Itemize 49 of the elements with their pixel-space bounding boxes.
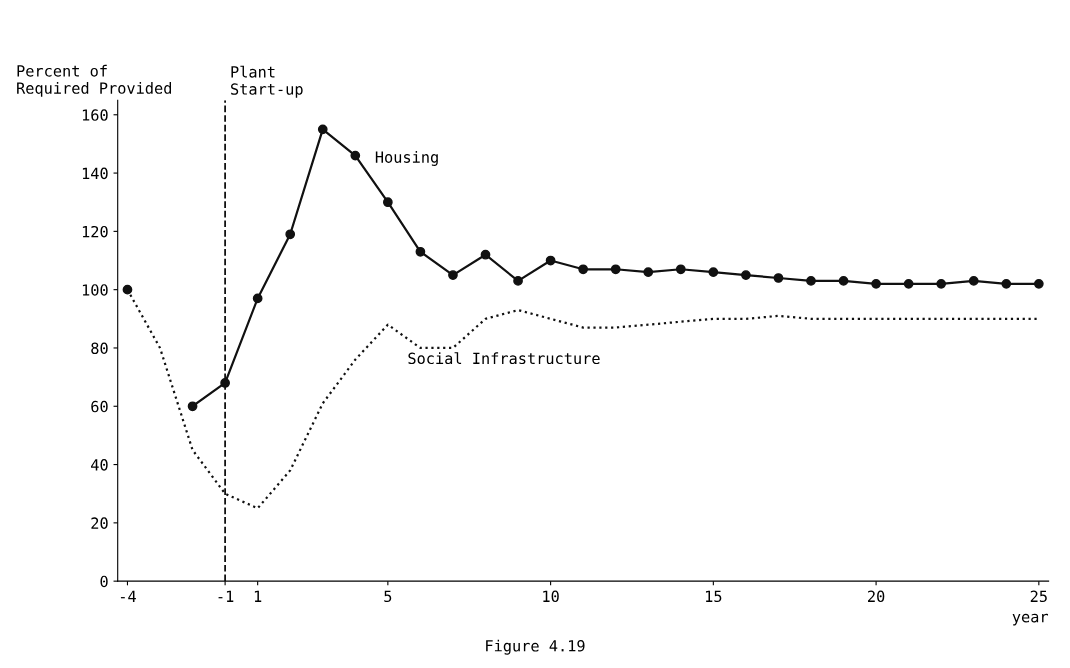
y-tick-label: 60 bbox=[91, 400, 108, 413]
point bbox=[513, 276, 523, 286]
point bbox=[415, 246, 426, 257]
point bbox=[871, 278, 881, 289]
point bbox=[252, 293, 263, 304]
point bbox=[773, 273, 784, 283]
point bbox=[610, 264, 621, 275]
x-tick-label: 1 bbox=[254, 590, 262, 602]
caption: Figure 4.19 bbox=[486, 639, 585, 655]
point bbox=[675, 264, 686, 275]
point bbox=[936, 278, 947, 289]
point bbox=[187, 401, 198, 412]
y-tick-label: 120 bbox=[82, 225, 108, 238]
x-tick-label: 25 bbox=[1030, 590, 1047, 603]
y-tick-label: 0 bbox=[100, 575, 108, 588]
point bbox=[806, 276, 816, 286]
point bbox=[1033, 278, 1044, 289]
ref-line-label: Plant Start-up bbox=[231, 65, 303, 98]
point bbox=[903, 278, 914, 289]
y-tick-label: 140 bbox=[82, 167, 108, 180]
point bbox=[578, 264, 589, 275]
x-tick-label: 5 bbox=[384, 590, 392, 603]
point bbox=[1001, 278, 1012, 289]
point bbox=[838, 276, 849, 286]
y-tick-label: 40 bbox=[91, 459, 108, 471]
y-tick-label: 80 bbox=[91, 342, 108, 355]
point bbox=[448, 270, 458, 280]
point bbox=[708, 267, 719, 278]
x-tick-label: 15 bbox=[705, 590, 722, 603]
point bbox=[480, 249, 491, 260]
x-axis-title: year bbox=[1012, 613, 1049, 626]
y-axis-title: Percent of Required Provided bbox=[17, 64, 171, 97]
x-tick-label: -4 bbox=[120, 590, 136, 602]
point bbox=[741, 270, 751, 280]
y-tick-label: 20 bbox=[91, 517, 108, 529]
y-tick-label: 160 bbox=[82, 109, 108, 121]
y-tick-label: 100 bbox=[82, 284, 108, 296]
point bbox=[317, 124, 328, 135]
x-tick-label: 10 bbox=[543, 590, 559, 603]
point bbox=[643, 267, 654, 278]
point bbox=[968, 276, 979, 286]
point bbox=[285, 229, 296, 240]
point bbox=[382, 197, 393, 208]
point bbox=[350, 150, 361, 161]
series-label: Housing bbox=[375, 151, 438, 166]
point bbox=[545, 255, 556, 266]
x-tick-label: 20 bbox=[868, 590, 885, 603]
x-tick-label: -1 bbox=[218, 590, 234, 602]
series-label: Social Infrastructure bbox=[408, 352, 600, 365]
